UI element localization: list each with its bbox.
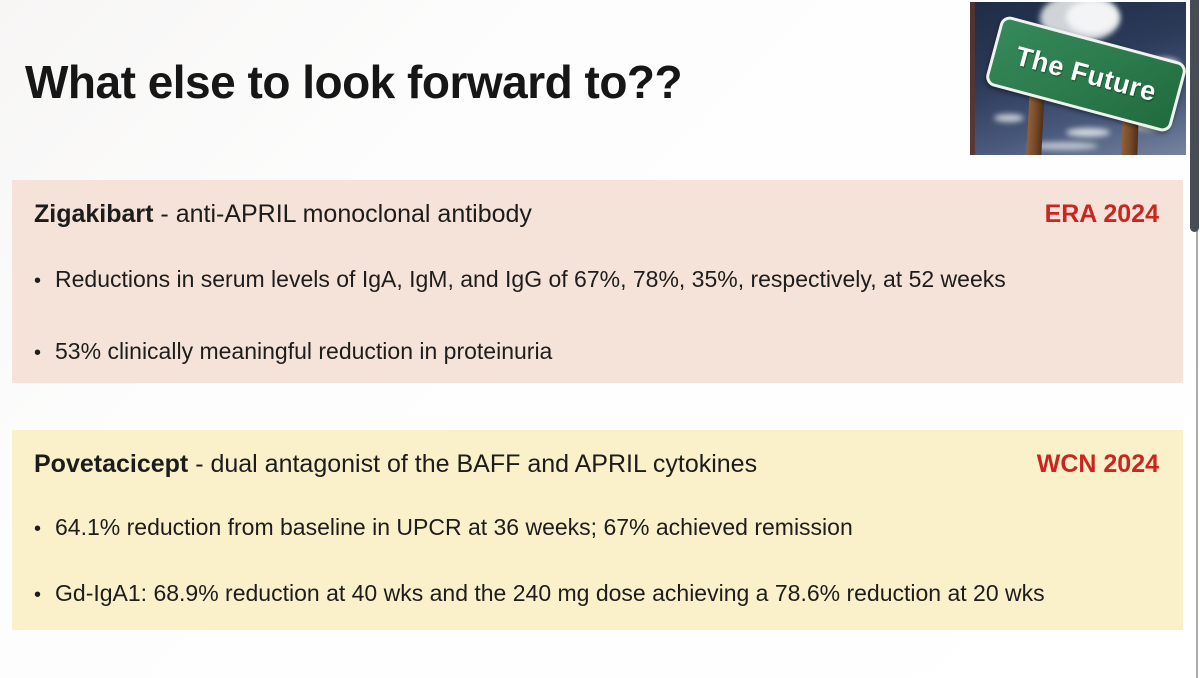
cloud-shape <box>1066 2 1118 34</box>
povetacicept-panel: Povetacicept - dual antagonist of the BA… <box>12 430 1183 630</box>
list-item: • 53% clinically meaningful reduction in… <box>34 338 1167 365</box>
drug-description: dual antagonist of the BAFF and APRIL cy… <box>210 450 758 478</box>
photo-left-edge <box>970 2 975 155</box>
title-separator: - <box>153 200 176 228</box>
cloud-shape <box>1066 128 1110 137</box>
drug-name: Povetacicept <box>34 450 189 478</box>
bullet-text: Gd-IgA1: 68.9% reduction at 40 wks and t… <box>55 580 1045 606</box>
povetacicept-panel-header: Povetacicept - dual antagonist of the BA… <box>34 450 1159 479</box>
povetacicept-panel-title: Povetacicept - dual antagonist of the BA… <box>34 450 757 479</box>
cloud-shape <box>994 114 1024 122</box>
bullet-icon: • <box>34 584 42 606</box>
list-item: • Reductions in serum levels of IgA, IgM… <box>34 266 1167 293</box>
bullet-icon: • <box>34 342 42 364</box>
scrollbar-track[interactable] <box>1196 0 1198 678</box>
the-future-photo: The Future <box>970 2 1186 155</box>
list-item: • Gd-IgA1: 68.9% reduction at 40 wks and… <box>34 580 1167 607</box>
bullet-icon: • <box>34 518 42 540</box>
zigakibart-panel-title: Zigakibart - anti-APRIL monoclonal antib… <box>34 200 532 229</box>
cloud-shape <box>1028 142 1098 150</box>
zigakibart-panel: Zigakibart - anti-APRIL monoclonal antib… <box>12 180 1183 383</box>
era-2024-badge: ERA 2024 <box>1044 200 1159 228</box>
drug-description: anti-APRIL monoclonal antibody <box>175 200 532 228</box>
title-separator: - <box>188 450 211 478</box>
wcn-2024-badge: WCN 2024 <box>1036 450 1159 478</box>
bullet-icon: • <box>34 270 42 292</box>
bullet-text: 53% clinically meaningful reduction in p… <box>55 338 553 364</box>
bullet-text: 64.1% reduction from baseline in UPCR at… <box>55 514 853 540</box>
zigakibart-panel-header: Zigakibart - anti-APRIL monoclonal antib… <box>34 200 1159 229</box>
bullet-text: Reductions in serum levels of IgA, IgM, … <box>55 266 1006 292</box>
page-title: What else to look forward to?? <box>25 56 683 108</box>
future-sign-label: The Future <box>1012 40 1160 107</box>
scrollbar-thumb[interactable] <box>1190 0 1199 232</box>
list-item: • 64.1% reduction from baseline in UPCR … <box>34 514 1167 541</box>
drug-name: Zigakibart <box>34 200 154 228</box>
